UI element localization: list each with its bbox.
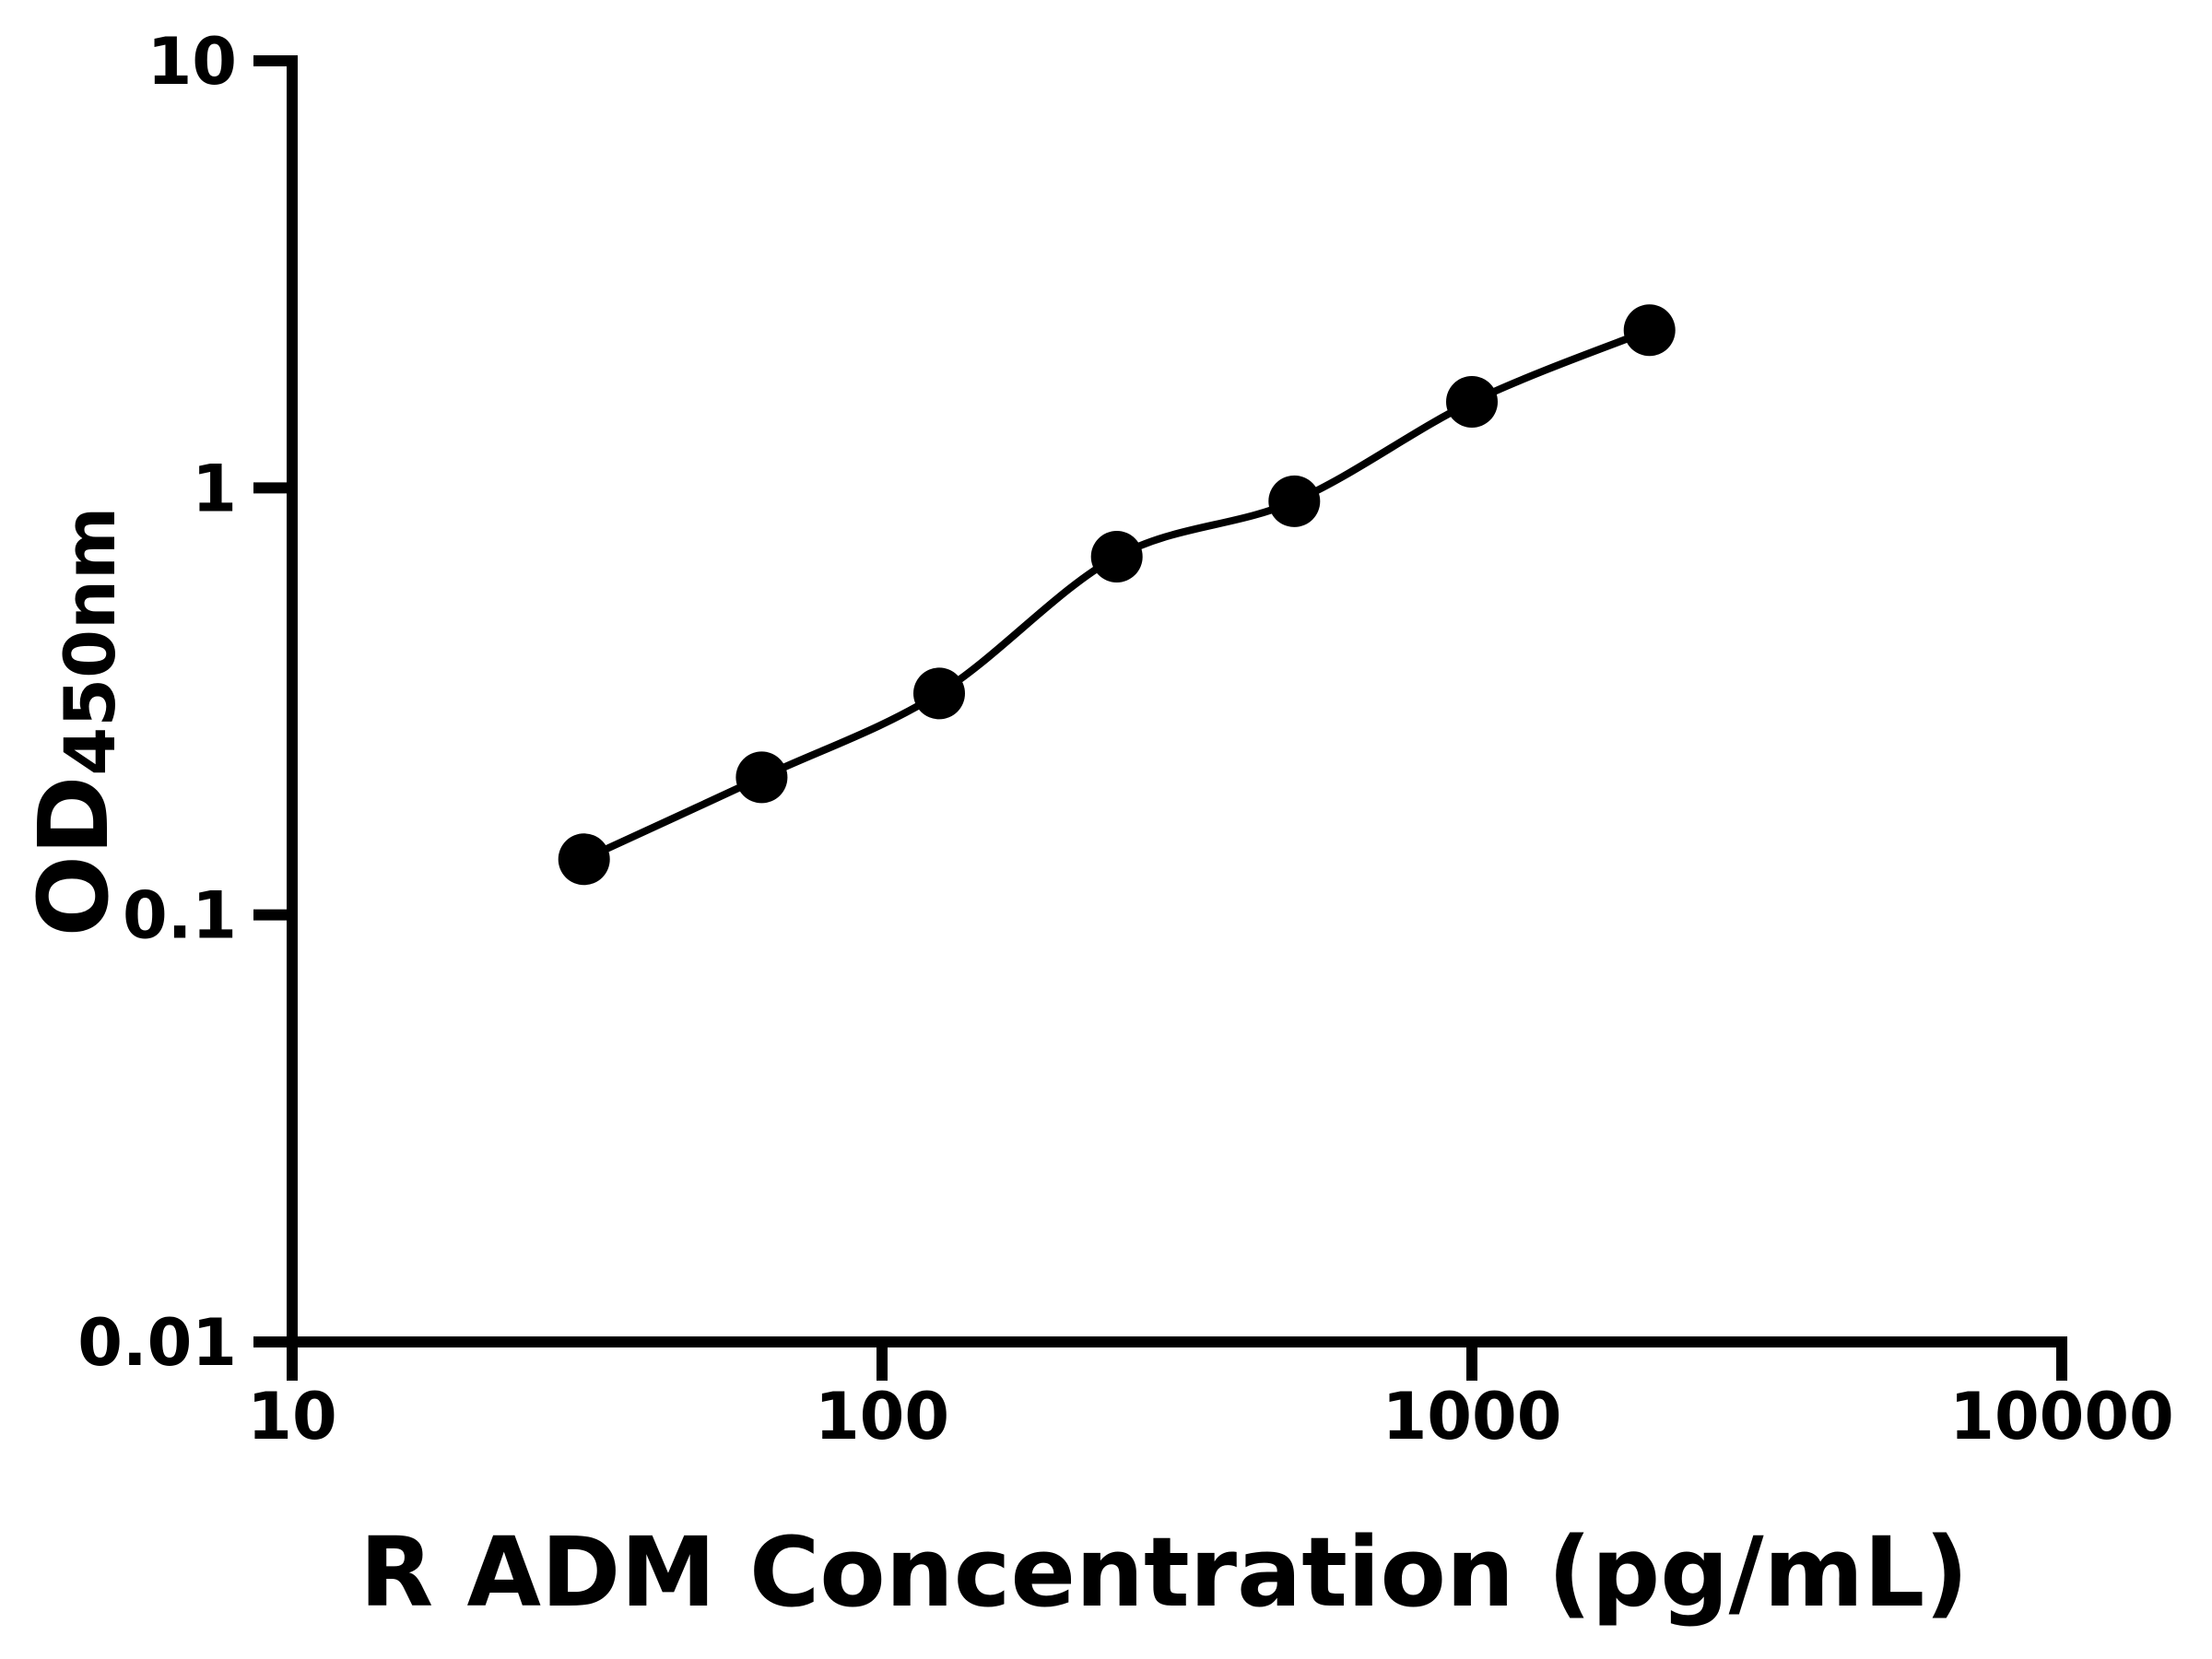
data-point-250 xyxy=(1090,531,1143,582)
y-axis-label-main: OD xyxy=(18,776,130,937)
x-tick-label-10000: 10000 xyxy=(1949,1379,2174,1454)
data-point-500 xyxy=(1268,475,1321,527)
data-point-125 xyxy=(913,667,965,720)
x-tick-label-1000: 1000 xyxy=(1382,1379,1562,1454)
y-tick-label-10: 10 xyxy=(147,24,237,100)
y-tick-label-0.1: 0.1 xyxy=(123,878,237,954)
x-axis-title: R ADM Concentration (pg/mL) xyxy=(359,1516,1969,1629)
y-axis-label: OD450nm xyxy=(18,507,131,937)
y-tick-label-1: 1 xyxy=(192,451,237,526)
data-point-31.25 xyxy=(558,833,610,886)
y-axis-label-subscript: 450nm xyxy=(49,507,131,776)
data-point-1000 xyxy=(1446,376,1498,428)
y-tick-label-0.01: 0.01 xyxy=(77,1305,237,1381)
x-tick-label-100: 100 xyxy=(815,1379,949,1454)
data-point-2000 xyxy=(1623,304,1676,357)
x-tick-label-10: 10 xyxy=(247,1379,336,1454)
data-point-62.5 xyxy=(735,751,788,804)
